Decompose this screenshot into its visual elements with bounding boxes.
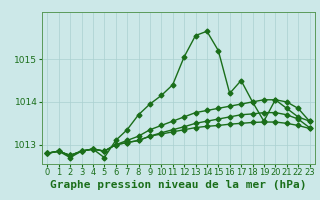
- X-axis label: Graphe pression niveau de la mer (hPa): Graphe pression niveau de la mer (hPa): [50, 180, 307, 190]
